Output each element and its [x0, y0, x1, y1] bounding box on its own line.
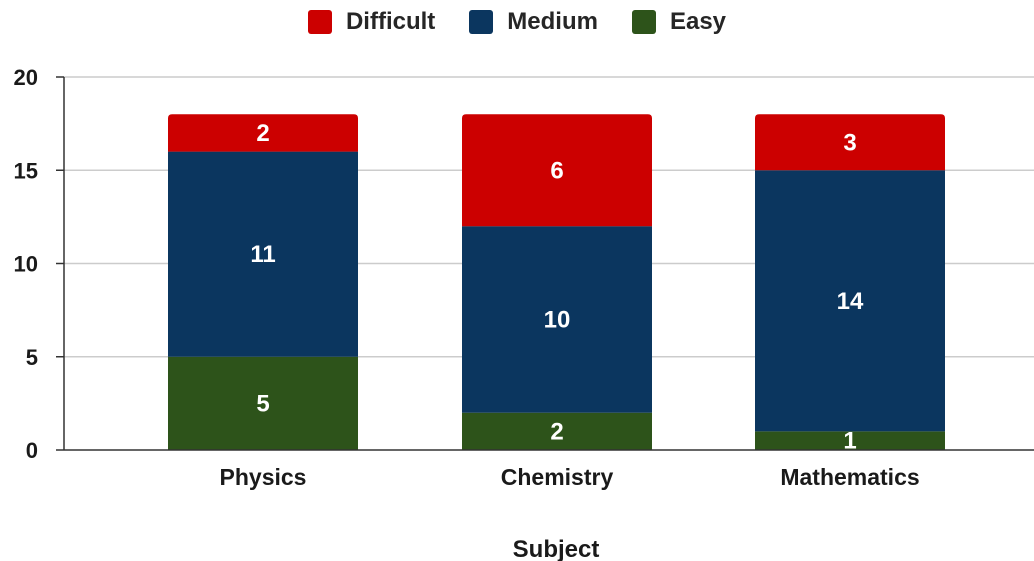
x-tick-label: Mathematics: [780, 464, 919, 490]
legend-label-medium: Medium: [507, 8, 598, 35]
bar-easy-mathematics: [755, 431, 945, 450]
bar-easy-chemistry: [462, 412, 652, 450]
data-label: 6: [550, 157, 563, 184]
bar-difficult-physics: [168, 114, 358, 152]
bar-medium-mathematics: [755, 170, 945, 432]
bar-medium-chemistry: [462, 226, 652, 413]
bar-difficult-mathematics: [755, 114, 945, 171]
legend-item-medium: Medium: [469, 8, 598, 36]
legend-label-easy: Easy: [669, 8, 727, 35]
y-tick-label: 5: [26, 345, 38, 370]
legend-item-difficult: Difficult: [307, 8, 436, 36]
y-tick-label: 15: [14, 158, 38, 183]
y-tick-label: 20: [14, 65, 38, 90]
bar-medium-physics: [168, 151, 358, 357]
data-label: 2: [550, 418, 563, 445]
data-label: 2: [256, 120, 269, 147]
data-label: 3: [843, 129, 856, 156]
bar-easy-physics: [168, 356, 358, 450]
y-tick-label: 10: [14, 252, 38, 277]
legend-swatch-difficult: [307, 10, 332, 34]
data-label: 11: [250, 241, 275, 268]
y-tick-label: 0: [26, 438, 38, 463]
legend: Difficult Medium Easy: [0, 8, 1034, 36]
data-label: 14: [837, 288, 864, 315]
x-tick-label: Chemistry: [501, 464, 614, 490]
legend-item-easy: Easy: [631, 8, 727, 36]
x-tick-label: Physics: [220, 464, 307, 490]
data-label: 1: [843, 428, 856, 455]
data-label: 10: [544, 306, 571, 333]
x-axis-title: Subject: [513, 536, 600, 561]
legend-label-difficult: Difficult: [345, 8, 436, 35]
legend-swatch-easy: [631, 10, 656, 34]
data-label: 5: [256, 390, 269, 417]
bar-difficult-chemistry: [462, 114, 652, 227]
legend-swatch-medium: [469, 10, 494, 34]
